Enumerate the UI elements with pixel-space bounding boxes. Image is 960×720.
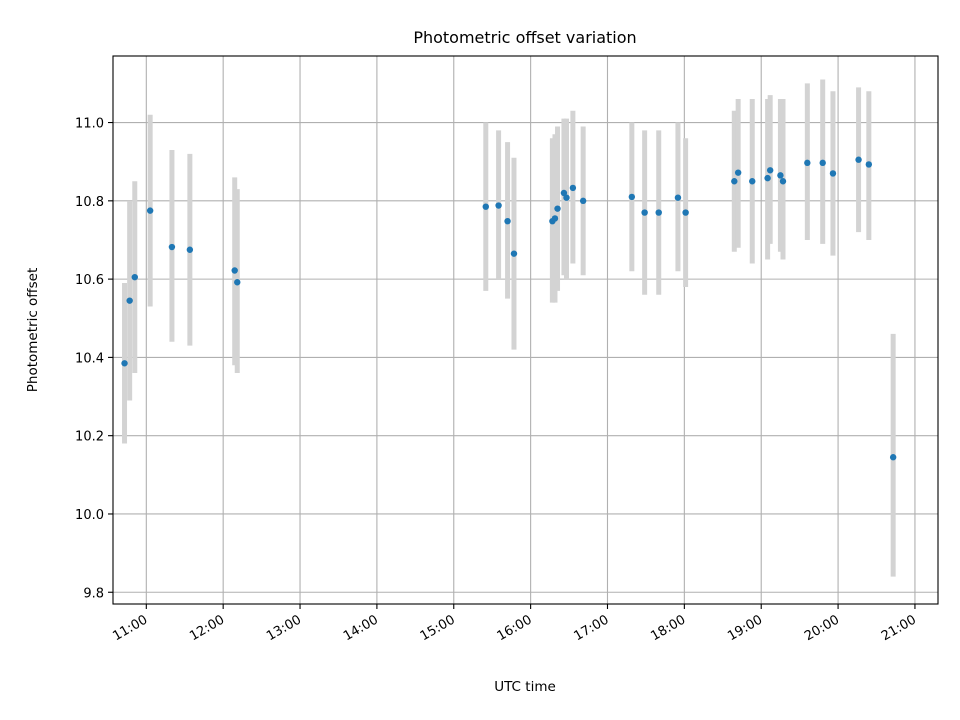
data-point <box>579 197 587 205</box>
grid <box>113 56 938 604</box>
y-tick-label: 10.6 <box>75 273 104 288</box>
y-tick-label: 10.2 <box>75 430 104 445</box>
data-point <box>731 178 738 185</box>
data-point <box>146 207 154 214</box>
data-point <box>131 273 138 281</box>
y-tick-label: 9.8 <box>83 586 104 601</box>
x-tick-label: 15:00 <box>418 612 458 644</box>
data-point <box>510 250 518 257</box>
data-point <box>126 297 133 304</box>
data-point <box>495 202 502 209</box>
data-point <box>560 189 568 197</box>
data-points <box>121 156 897 461</box>
data-point <box>734 169 742 176</box>
data-point <box>855 156 862 163</box>
x-tick-label: 13:00 <box>264 612 304 644</box>
data-point <box>764 174 771 182</box>
data-point <box>889 454 897 461</box>
x-tick-label: 17:00 <box>572 612 612 644</box>
data-point <box>829 170 837 177</box>
data-point <box>628 193 636 201</box>
data-point <box>779 178 787 185</box>
x-tick-label: 21:00 <box>879 612 919 644</box>
y-tick-label: 10.8 <box>75 195 104 210</box>
x-tick-label: 18:00 <box>648 612 688 644</box>
data-point <box>674 194 682 201</box>
data-point <box>569 184 577 192</box>
data-point <box>777 172 784 179</box>
data-point <box>682 209 689 216</box>
data-point <box>655 209 662 216</box>
y-tick-label: 11.0 <box>75 117 104 132</box>
data-point <box>554 205 561 212</box>
data-point <box>563 194 570 201</box>
data-point <box>186 246 194 253</box>
data-point <box>865 161 873 168</box>
data-point <box>641 209 648 216</box>
data-point <box>168 243 176 251</box>
error-bars <box>122 79 896 577</box>
x-axis-ticks: 11:00 12:00 13:00 14:00 15:00 16:00 17:00 18:00… <box>110 604 919 644</box>
data-point <box>819 159 826 167</box>
y-axis-ticks: 9.8 10.0 10.2 10.4 10.6 10.8 11.0 <box>75 117 113 601</box>
x-tick-label: 11:00 <box>110 612 150 644</box>
data-point <box>234 279 241 286</box>
data-point <box>766 167 774 174</box>
data-point <box>551 215 559 222</box>
chart-title: Photometric offset variation <box>413 28 636 47</box>
data-point <box>504 217 511 225</box>
plot-frame <box>112 55 939 605</box>
x-axis-label: UTC time <box>494 679 556 695</box>
data-point <box>231 267 238 274</box>
x-tick-label: 20:00 <box>802 612 842 644</box>
x-tick-label: 12:00 <box>187 612 227 644</box>
y-axis-label: Photometric offset <box>25 268 41 392</box>
y-tick-label: 10.0 <box>75 508 104 523</box>
data-point <box>121 360 128 367</box>
data-point <box>749 178 756 185</box>
x-tick-label: 16:00 <box>495 612 535 644</box>
y-tick-label: 10.4 <box>75 351 104 366</box>
data-point <box>482 203 489 210</box>
x-tick-label: 14:00 <box>341 612 381 644</box>
data-point <box>804 159 811 167</box>
x-tick-label: 19:00 <box>725 612 765 644</box>
